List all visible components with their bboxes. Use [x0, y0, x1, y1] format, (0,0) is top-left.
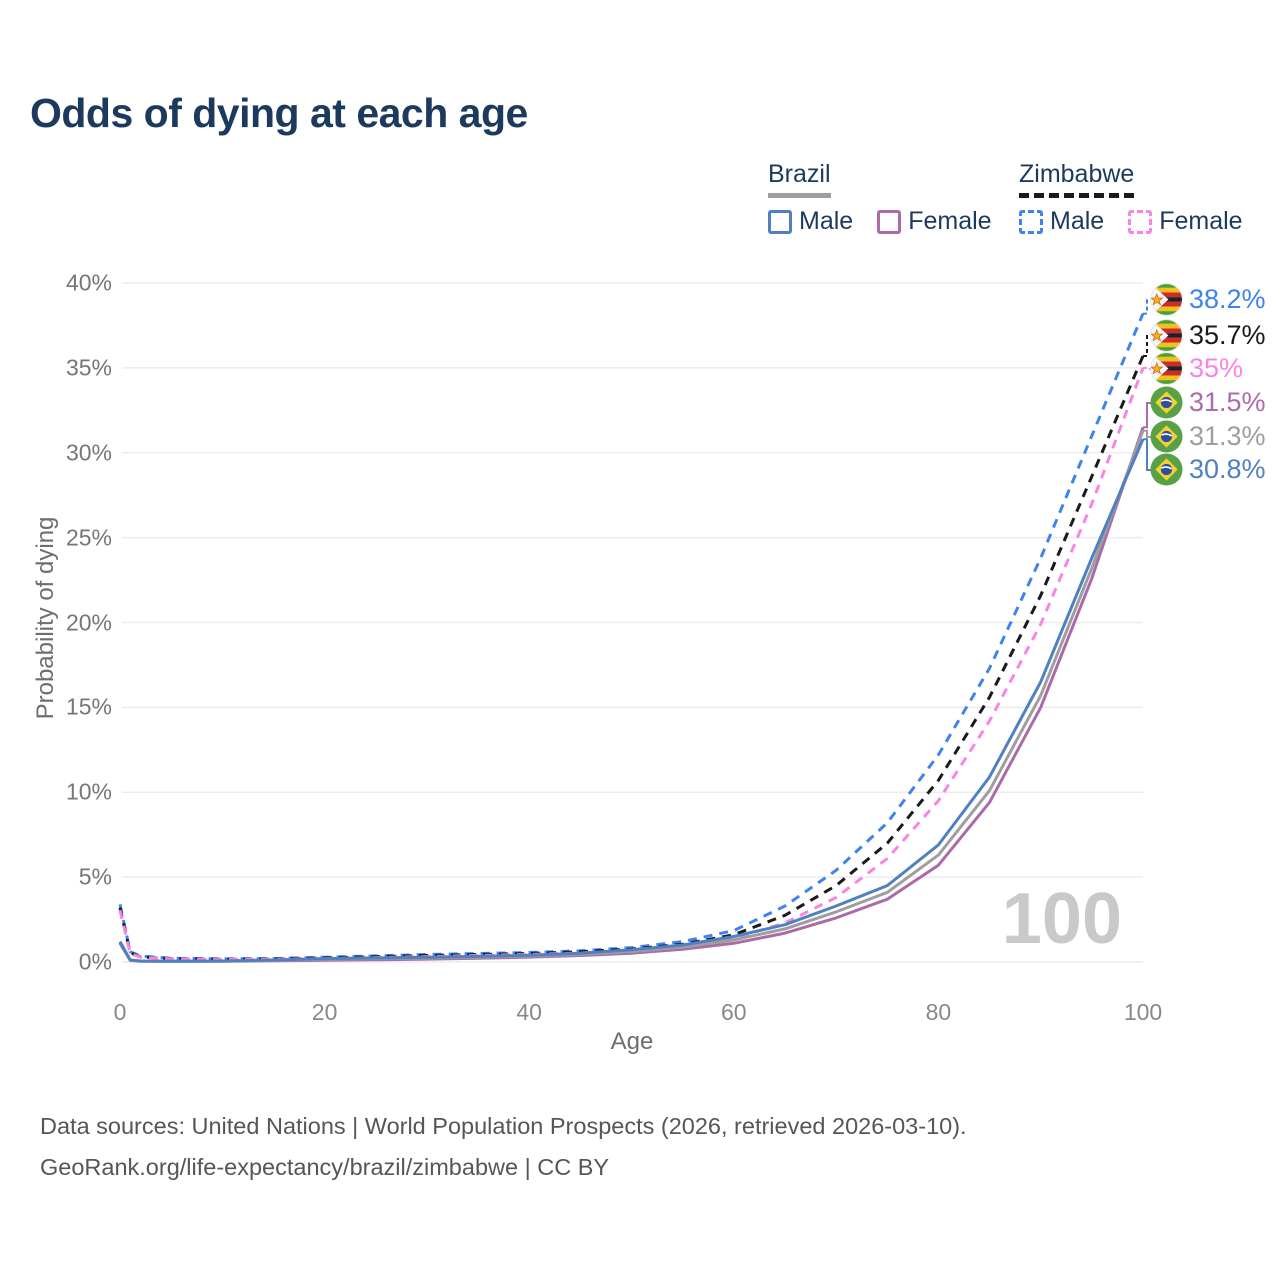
- y-tick-label: 30%: [65, 439, 112, 466]
- brazil-flag-icon: [1150, 386, 1183, 419]
- footer-attribution: Data sources: United Nations | World Pop…: [40, 1106, 967, 1188]
- footer-data-sources: Data sources: United Nations | World Pop…: [40, 1113, 967, 1139]
- end-label-zimbabwe-female: 35%: [1150, 352, 1243, 385]
- legend-group-zimbabwe: Zimbabwe Male Female: [1019, 160, 1243, 236]
- brazil-female-swatch-icon: [877, 209, 902, 234]
- x-tick-label: 20: [311, 999, 338, 1025]
- legend-item-zimbabwe-male[interactable]: Male: [1019, 207, 1104, 236]
- zimbabwe-flag-icon: [1150, 319, 1183, 352]
- legend-item-brazil-female[interactable]: Female: [877, 207, 992, 236]
- series-end-value: 35%: [1189, 353, 1244, 383]
- footer-link-license: GeoRank.org/life-expectancy/brazil/zimba…: [40, 1154, 610, 1180]
- series-end-value: 31.3%: [1189, 421, 1266, 451]
- end-label-connector: [1143, 335, 1152, 357]
- legend-label-zimbabwe-female: Female: [1159, 207, 1243, 235]
- end-label-connector: [1143, 299, 1152, 315]
- zimbabwe-flag-icon: [1150, 283, 1183, 316]
- zimbabwe-male-swatch-icon: [1019, 209, 1043, 234]
- x-tick-label: 40: [516, 999, 542, 1025]
- legend-label-brazil-female: Female: [908, 207, 992, 235]
- series-end-value: 38.2%: [1189, 284, 1266, 314]
- brazil-flag-icon: [1150, 453, 1183, 486]
- y-tick-label: 15%: [65, 693, 112, 720]
- y-tick-label: 40%: [65, 269, 112, 296]
- y-tick-label: 5%: [78, 863, 112, 890]
- brazil-flag-icon: [1150, 386, 1183, 419]
- series-line-zimbabwe-total: [118, 355, 1145, 961]
- y-tick-label: 25%: [65, 524, 112, 551]
- legend-heading-brazil[interactable]: Brazil: [768, 160, 831, 198]
- legend-heading-zimbabwe[interactable]: Zimbabwe: [1019, 160, 1135, 198]
- brazil-male-swatch-icon: [768, 209, 792, 234]
- series-end-value: 30.8%: [1189, 454, 1266, 484]
- end-label-zimbabwe-total: 35.7%: [1150, 319, 1266, 352]
- end-label-connector: [1143, 366, 1152, 370]
- end-label-brazil-male: 30.8%: [1150, 453, 1266, 486]
- y-tick-label: 35%: [65, 354, 112, 381]
- end-label-connector: [1143, 438, 1152, 471]
- x-tick-label: 0: [113, 999, 127, 1025]
- y-tick-label: 0%: [78, 948, 112, 975]
- end-label-connector: [1143, 402, 1152, 429]
- brazil-flag-icon: [1150, 420, 1183, 453]
- x-tick-label: 60: [721, 999, 747, 1025]
- series-line-zimbabwe-male: [118, 313, 1145, 961]
- x-tick-label: 80: [925, 999, 952, 1025]
- hover-age-watermark: 100: [1001, 879, 1122, 959]
- series-end-value: 31.5%: [1189, 387, 1266, 417]
- x-tick-label: 100: [1123, 999, 1163, 1025]
- end-label-brazil-female: 31.5%: [1150, 386, 1266, 419]
- legend-group-brazil: Brazil Male Female: [768, 160, 992, 236]
- end-label-zimbabwe-male: 38.2%: [1150, 283, 1266, 316]
- y-tick-label: 20%: [65, 609, 112, 636]
- zimbabwe-flag-icon: [1150, 283, 1183, 316]
- page-title: Odds of dying at each age: [30, 90, 528, 136]
- series-line-brazil-male: [118, 438, 1145, 963]
- brazil-flag-icon: [1150, 420, 1183, 453]
- series-line-zimbabwe-female: [118, 367, 1145, 962]
- series-end-value: 35.7%: [1189, 320, 1266, 350]
- end-label-brazil-total: 31.3%: [1150, 420, 1266, 453]
- brazil-flag-icon: [1150, 453, 1183, 486]
- end-label-connector: [1143, 429, 1152, 438]
- legend-item-brazil-male[interactable]: Male: [768, 207, 853, 236]
- y-tick-label: 10%: [65, 778, 112, 805]
- zimbabwe-flag-icon: [1150, 352, 1183, 385]
- legend-label-zimbabwe-male: Male: [1050, 207, 1105, 235]
- zimbabwe-female-swatch-icon: [1128, 209, 1153, 234]
- x-axis-title: Age: [610, 1028, 654, 1055]
- zimbabwe-flag-icon: [1150, 352, 1183, 385]
- legend-item-zimbabwe-female[interactable]: Female: [1128, 207, 1243, 236]
- legend-label-brazil-male: Male: [799, 207, 854, 235]
- zimbabwe-flag-icon: [1150, 319, 1183, 352]
